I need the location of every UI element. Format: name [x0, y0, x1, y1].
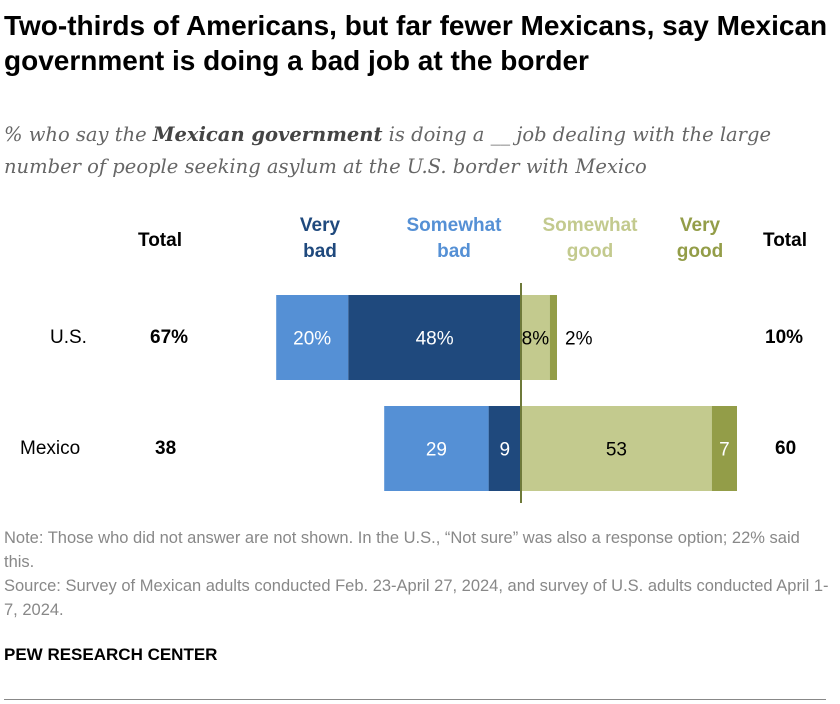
bar-us-somewhat-bad [276, 295, 349, 380]
data-label-mexico-very-good: 7 [719, 440, 730, 461]
header-total-bad: Total [138, 230, 182, 251]
data-label-mexico-somewhat-good: 53 [606, 440, 627, 461]
chart-source: Source: Survey of Mexican adults conduct… [4, 577, 829, 619]
data-label-mexico-very-bad: 9 [500, 440, 511, 461]
header-total-good: Total [763, 230, 807, 251]
header-somewhat-bad-line1: Somewhat [406, 215, 502, 236]
subtitle-bold: Mexican government [152, 123, 383, 146]
header-very-good-line1: Very [679, 215, 721, 236]
header-very-bad: Very bad [270, 213, 370, 265]
header-somewhat-bad: Somewhat bad [384, 213, 524, 265]
bar-mexico-somewhat-bad [384, 406, 489, 491]
bar-mexico-very-bad [488, 406, 521, 491]
chart-title: Two-thirds of Americans, but far fewer M… [4, 10, 828, 76]
row-label-mexico: Mexico [20, 438, 81, 459]
header-very-good-line2: good [676, 241, 724, 262]
header-somewhat-good-line2: good [566, 241, 614, 262]
data-label-mexico-somewhat-bad: 29 [426, 440, 447, 461]
bar-mexico-very-good [711, 406, 737, 491]
header-very-bad-line1: Very [299, 215, 341, 236]
total-bad-us: 67% [150, 327, 189, 348]
data-label-us-somewhat-good: 8% [522, 329, 550, 350]
subtitle-pre: % who say the [4, 123, 153, 146]
data-label-us-very-good: 2% [565, 329, 593, 350]
header-somewhat-good: Somewhat good [520, 213, 660, 265]
header-very-good: Very good [660, 213, 740, 265]
header-somewhat-good-line1: Somewhat [542, 215, 638, 236]
total-good-us: 10% [765, 327, 804, 348]
row-label-us: U.S. [50, 327, 87, 348]
chart-subtitle: % who say the Mexican government is doin… [4, 119, 834, 183]
total-good-mexico: 60 [775, 438, 797, 459]
subtitle-post: is doing a __ job dealing with the large… [4, 123, 772, 178]
data-label-us-very-bad: 48% [416, 329, 454, 350]
header-very-bad-line2: bad [303, 241, 337, 262]
bar-us-very-bad [348, 295, 521, 380]
bar-mexico-somewhat-good [521, 406, 712, 491]
bar-us-very-good [549, 295, 557, 380]
bar-us-somewhat-good [521, 295, 550, 380]
pew-logo-text: PEW RESEARCH CENTER [4, 645, 218, 664]
data-label-us-somewhat-bad: 20% [293, 329, 331, 350]
bottom-rule [4, 699, 826, 700]
chart-note: Note: Those who did not answer are not s… [4, 529, 800, 571]
total-bad-mexico: 38 [155, 438, 177, 459]
header-somewhat-bad-line2: bad [437, 241, 471, 262]
